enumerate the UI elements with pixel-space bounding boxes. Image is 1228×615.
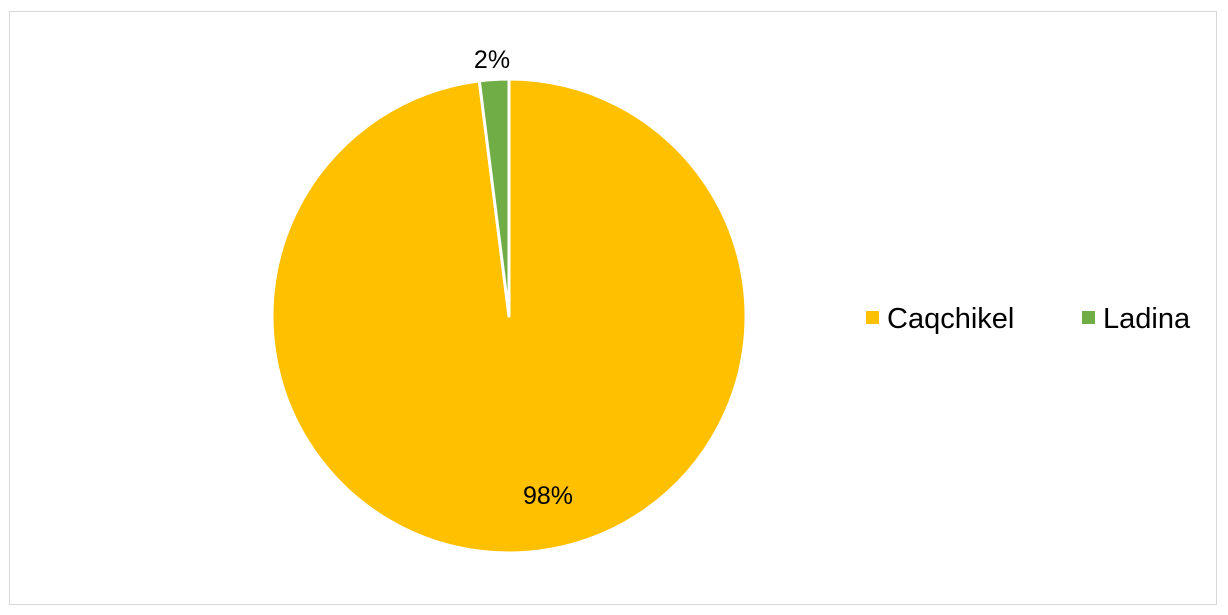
- pie-slices: [270, 77, 748, 555]
- pie-slice-ladina: [477, 77, 511, 318]
- legend-label-ladina: Ladina: [1103, 303, 1191, 335]
- data-label-ladina: 2%: [474, 46, 510, 74]
- pie-data-labels: 98% 2%: [474, 46, 573, 510]
- legend-label-caqchikel: Caqchikel: [887, 303, 1014, 335]
- legend-swatch-caqchikel: [866, 311, 879, 324]
- data-label-caqchikel: 98%: [523, 482, 573, 510]
- chart-legend: Caqchikel Ladina: [866, 303, 1191, 335]
- legend-swatch-ladina: [1082, 311, 1095, 324]
